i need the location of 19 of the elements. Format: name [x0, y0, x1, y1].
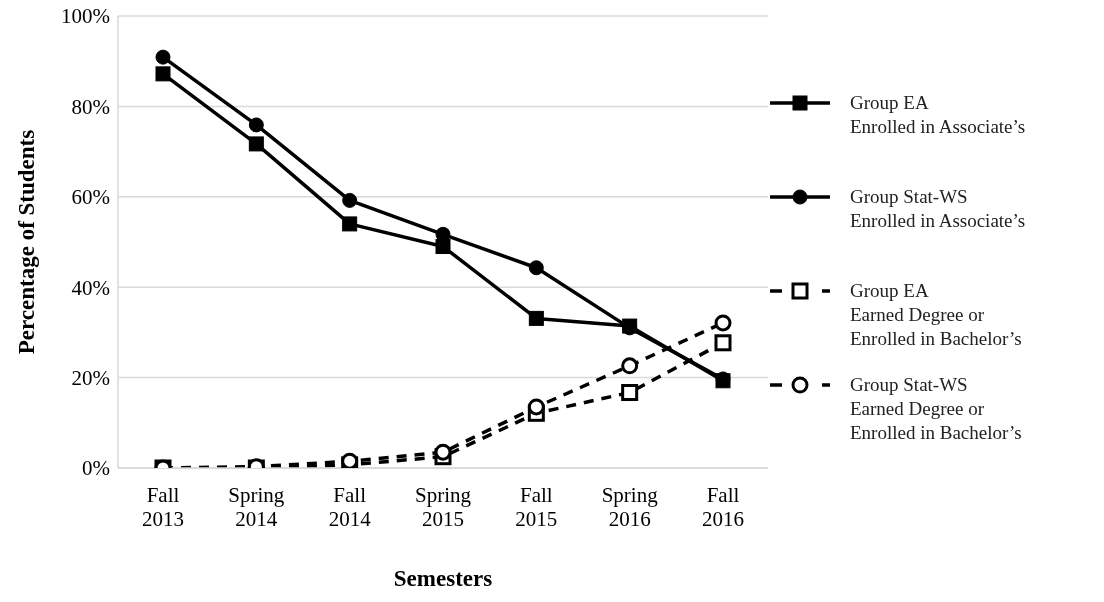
y-tick-label: 40% — [71, 275, 110, 300]
y-tick-label: 80% — [71, 94, 110, 119]
x-tick-label: Spring 2014 — [228, 483, 285, 531]
y-axis-title: Percentage of Students — [14, 129, 40, 355]
x-tick-label: Fall 2013 — [142, 483, 184, 531]
legend-label: Group EA Enrolled in Associate’s — [850, 92, 1026, 137]
y-tick-label: 0% — [82, 456, 110, 481]
legend-label: Group Stat-WS Enrolled in Associate’s — [850, 186, 1026, 231]
x-tick-label: Fall 2015 — [515, 483, 558, 531]
x-tick-label: Fall 2014 — [328, 483, 372, 531]
x-tick-label: Spring 2016 — [601, 483, 659, 531]
y-tick-label: 100% — [61, 4, 110, 29]
legend-label: Group EA Earned Degree or Enrolled in Bachelor’s — [850, 280, 1022, 349]
legend-label: Group Stat-WS Earned Degree or Enrolled in Bachelor’s — [850, 374, 1022, 443]
x-axis-title: Semesters — [393, 566, 493, 591]
x-tick-label: Spring 2015 — [414, 483, 472, 531]
y-tick-label: 20% — [71, 366, 110, 391]
y-tick-label: 60% — [71, 185, 110, 210]
x-tick-label: Fall 2016 — [702, 483, 744, 531]
